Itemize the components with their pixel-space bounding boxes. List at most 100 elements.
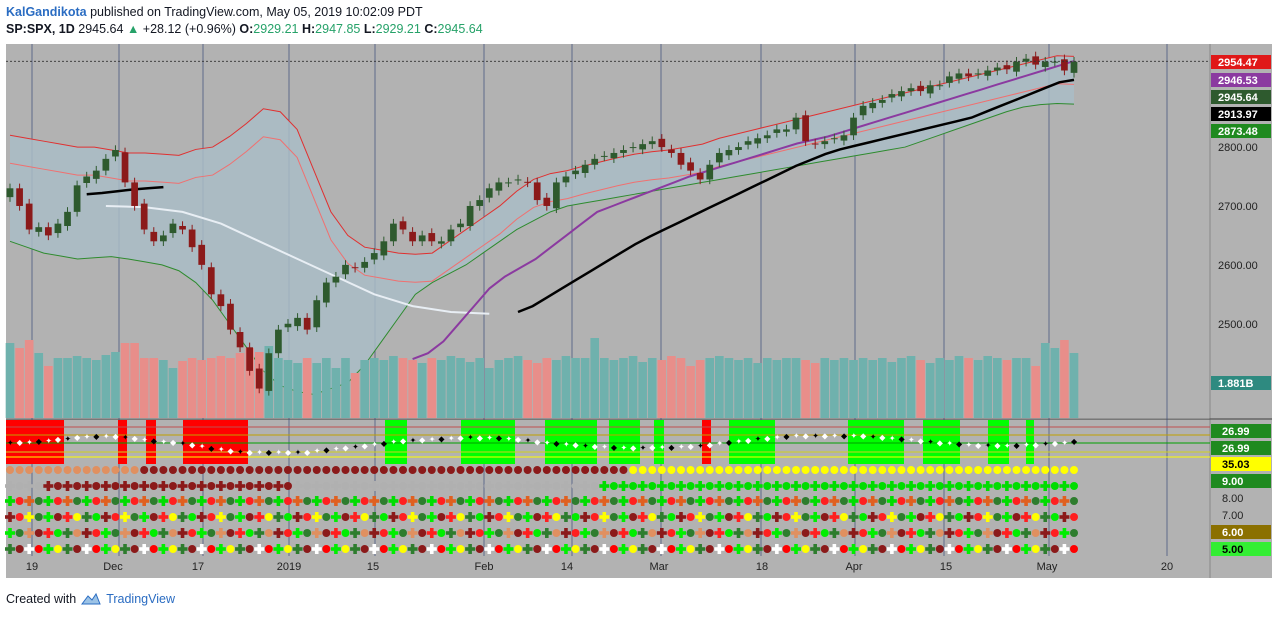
signal-plus bbox=[832, 528, 837, 538]
candle-body bbox=[668, 149, 675, 153]
signal-dot bbox=[379, 497, 388, 505]
signal-dot bbox=[92, 545, 101, 553]
signal-dot bbox=[1070, 497, 1078, 505]
open-value: 2929.21 bbox=[253, 22, 299, 36]
signal-dot bbox=[820, 482, 829, 490]
price-tag bbox=[1211, 55, 1271, 69]
signal-zone bbox=[118, 420, 127, 464]
signal-plus bbox=[1024, 544, 1028, 554]
tradingview-brand[interactable]: TradingView bbox=[106, 592, 175, 606]
signal-dot bbox=[92, 529, 101, 537]
candle-body bbox=[6, 188, 14, 198]
candle-body bbox=[35, 227, 43, 232]
signal-plus bbox=[506, 544, 511, 554]
signal-dot bbox=[408, 466, 417, 474]
signal-dot bbox=[590, 497, 599, 505]
signal-zone bbox=[1026, 420, 1034, 464]
price-tag bbox=[1211, 124, 1271, 138]
signal-dot bbox=[533, 482, 542, 490]
signal-dot bbox=[744, 497, 753, 505]
volume-bar bbox=[494, 360, 504, 418]
signal-plus bbox=[123, 512, 127, 522]
volume-bar bbox=[245, 348, 254, 418]
signal-dot bbox=[629, 529, 638, 537]
signal-plus bbox=[679, 528, 683, 538]
volume-bar bbox=[734, 360, 743, 418]
signal-plus bbox=[1005, 528, 1009, 538]
signal-dot bbox=[399, 466, 408, 474]
price-change: +28.12 (+0.96%) bbox=[142, 22, 236, 36]
oscillator-marker: ◆ bbox=[918, 437, 925, 446]
signal-plus bbox=[8, 544, 12, 554]
signal-plus bbox=[794, 544, 798, 554]
signal-plus bbox=[794, 512, 798, 522]
volume-bar bbox=[24, 340, 34, 418]
oscillator-marker: ✦ bbox=[275, 448, 282, 457]
signal-plus bbox=[123, 481, 127, 491]
signal-plus bbox=[602, 512, 607, 522]
oscillator-marker: ◆ bbox=[438, 435, 445, 444]
signal-dot bbox=[839, 545, 848, 553]
signal-plus bbox=[65, 544, 70, 554]
oscillator-marker: ◆ bbox=[400, 437, 407, 446]
signal-plus bbox=[679, 481, 683, 491]
signal-zone bbox=[988, 420, 1009, 464]
candle-body bbox=[121, 152, 129, 183]
candle-body bbox=[648, 141, 656, 145]
signal-dot bbox=[590, 545, 599, 553]
signal-plus bbox=[295, 512, 300, 522]
signal-dot bbox=[571, 497, 580, 505]
signal-dot bbox=[216, 466, 225, 474]
signal-plus bbox=[755, 512, 760, 522]
candle-body bbox=[255, 368, 263, 389]
signal-dot bbox=[648, 513, 657, 521]
signal-dot bbox=[648, 466, 657, 474]
signal-dot bbox=[188, 513, 197, 521]
signal-dot bbox=[820, 529, 829, 537]
signal-plus bbox=[621, 544, 626, 554]
volume-bar bbox=[993, 358, 1002, 418]
oscillator-marker: ✦ bbox=[390, 437, 397, 446]
signal-plus bbox=[621, 528, 626, 538]
signal-row bbox=[5, 544, 1078, 554]
signal-plus bbox=[199, 544, 204, 554]
signal-dot bbox=[983, 466, 992, 474]
volume-bar bbox=[53, 358, 63, 418]
signal-plus bbox=[966, 544, 971, 554]
signal-dot bbox=[418, 513, 427, 521]
signal-dot bbox=[168, 497, 177, 505]
signal-dot bbox=[101, 466, 110, 474]
signal-dot bbox=[379, 529, 388, 537]
signal-dot bbox=[954, 497, 963, 505]
oscillator-marker: ✦ bbox=[218, 445, 225, 454]
signal-dot bbox=[763, 482, 772, 490]
signal-plus bbox=[1062, 528, 1067, 538]
signal-plus bbox=[449, 496, 453, 506]
signal-plus bbox=[257, 481, 262, 491]
candle-body bbox=[802, 115, 809, 142]
candle-body bbox=[562, 176, 570, 183]
signal-plus bbox=[851, 481, 856, 491]
signal-dot bbox=[82, 466, 91, 474]
oscillator-marker: ✦ bbox=[505, 434, 512, 443]
signal-plus bbox=[928, 481, 933, 491]
candle-body bbox=[591, 158, 599, 165]
author-name[interactable]: KalGandikota bbox=[6, 5, 87, 19]
signal-dot bbox=[149, 529, 158, 537]
signal-plus bbox=[429, 528, 434, 538]
signal-dot bbox=[954, 466, 963, 474]
signal-dot bbox=[744, 513, 753, 521]
candle-body bbox=[1003, 65, 1011, 70]
signal-plus bbox=[468, 528, 472, 538]
oscillator-marker: ◆ bbox=[1033, 440, 1040, 449]
signal-plus bbox=[27, 528, 31, 538]
signal-dot bbox=[916, 466, 925, 474]
signal-plus bbox=[276, 496, 281, 506]
signal-dot bbox=[571, 545, 580, 553]
signal-dot bbox=[389, 466, 398, 474]
x-tick-label: Apr bbox=[845, 561, 862, 573]
candle-body bbox=[227, 303, 234, 330]
signal-dot bbox=[418, 482, 427, 490]
signal-plus bbox=[104, 544, 108, 554]
